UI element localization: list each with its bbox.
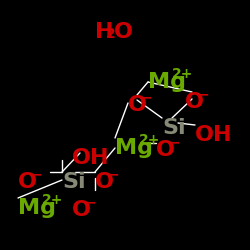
Text: OH: OH	[195, 125, 232, 145]
Text: −: −	[108, 167, 120, 181]
Text: −: −	[31, 167, 42, 181]
Text: O: O	[114, 22, 133, 42]
Text: −: −	[198, 87, 209, 101]
Text: 2+: 2+	[42, 193, 64, 207]
Text: Mg: Mg	[115, 138, 153, 158]
Text: −: −	[85, 195, 96, 209]
Text: O: O	[128, 95, 147, 115]
Text: −: −	[169, 135, 180, 149]
Text: O: O	[185, 92, 204, 112]
Text: O: O	[18, 172, 37, 192]
Text: OH: OH	[72, 148, 110, 168]
Text: Si: Si	[162, 118, 186, 138]
Text: 2+: 2+	[139, 133, 160, 147]
Text: 2+: 2+	[172, 67, 194, 81]
Text: H: H	[95, 22, 114, 42]
Text: O: O	[156, 140, 175, 160]
Text: −: −	[141, 90, 152, 104]
Text: O: O	[72, 200, 91, 220]
Text: 2: 2	[106, 27, 116, 41]
Text: Si: Si	[62, 172, 86, 192]
Text: O: O	[95, 172, 114, 192]
Text: Mg: Mg	[18, 198, 56, 218]
Text: Mg: Mg	[148, 72, 186, 92]
